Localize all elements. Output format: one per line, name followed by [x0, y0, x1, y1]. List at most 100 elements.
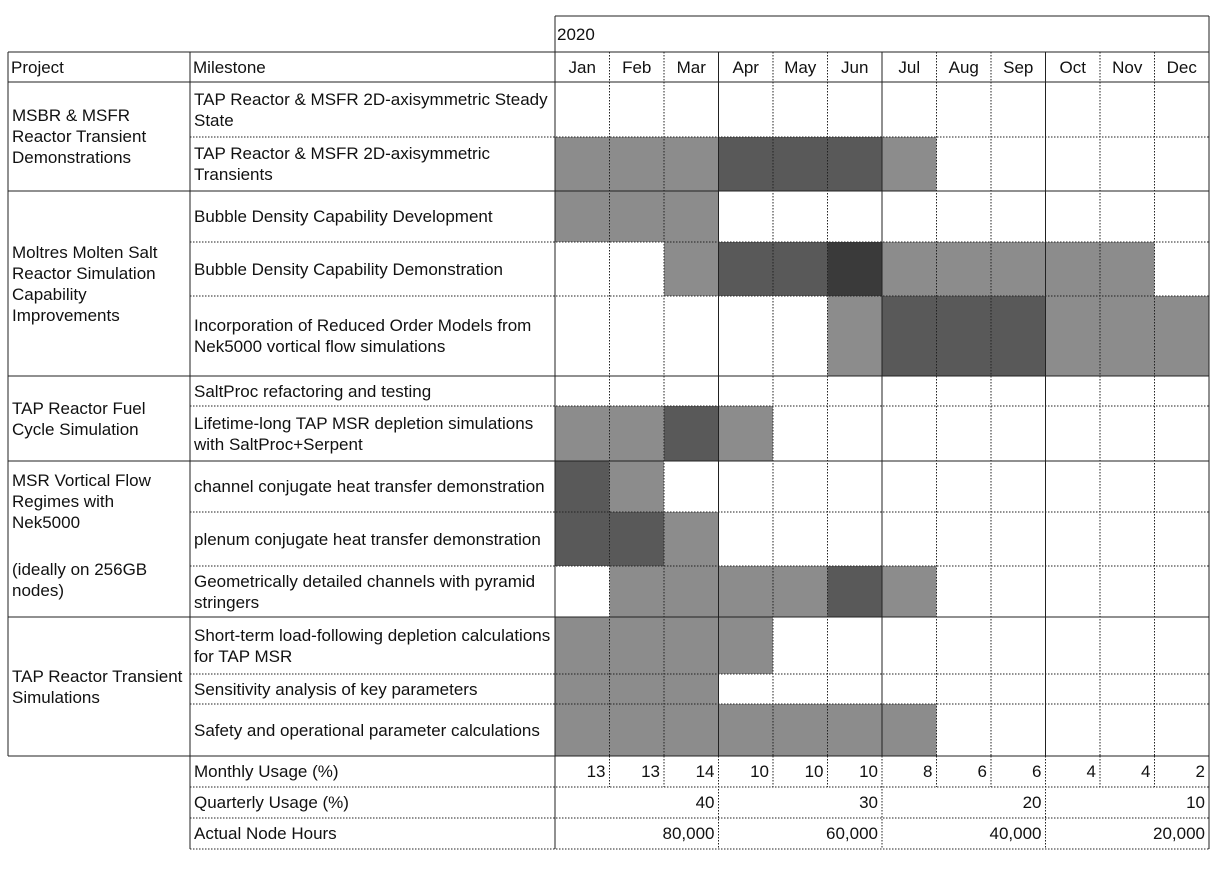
node-hours-value-text: 20,000 — [1153, 824, 1205, 843]
month-header-apr: Apr — [719, 52, 774, 82]
gantt-bar-p0-m1-jun — [827, 137, 882, 191]
project-name: TAP Reactor Transient Simulations — [8, 617, 190, 756]
node-hours-value-text: 60,000 — [826, 824, 878, 843]
gantt-bar-p1-m2-jun — [827, 296, 882, 376]
quarterly-usage-value-text: 20 — [1022, 793, 1042, 812]
milestone-name-text: Bubble Density Capability Development — [194, 207, 493, 226]
gantt-bar-p3-m0-feb — [609, 461, 664, 512]
monthly-usage-value-text: 4 — [1086, 762, 1096, 781]
milestone-name: Lifetime-long TAP MSR depletion simulati… — [190, 406, 555, 461]
project-name-text: TAP Reactor Transient Simulations — [12, 666, 183, 707]
gantt-bar-p3-m2-may — [773, 566, 828, 617]
monthly-usage-value: 6 — [991, 756, 1046, 787]
project-name: TAP Reactor Fuel Cycle Simulation — [8, 376, 190, 461]
month-header-may: May — [773, 52, 828, 82]
month-header-aug-text: Aug — [948, 57, 979, 77]
monthly-usage-value-text: 6 — [1032, 762, 1042, 781]
quarterly-usage-value: 40 — [555, 787, 719, 818]
gantt-bar-p2-m1-mar — [664, 406, 719, 461]
gantt-bar-p1-m0-mar — [664, 191, 719, 242]
monthly-usage-value-text: 10 — [859, 762, 878, 781]
gantt-bar-p1-m2-sep — [991, 296, 1046, 376]
gantt-bar-p0-m1-apr — [718, 137, 773, 191]
gantt-bar-p4-m1-mar — [664, 674, 719, 704]
month-header-dec: Dec — [1155, 52, 1210, 82]
milestone-name-text: Bubble Density Capability Demonstration — [194, 259, 503, 279]
gantt-bar-p4-m2-jan — [555, 704, 610, 756]
milestone-col-header: Milestone — [193, 52, 555, 82]
gantt-bar-p4-m2-feb — [609, 704, 664, 756]
month-header-jun-text: Jun — [841, 57, 869, 77]
monthly-usage-value: 14 — [664, 756, 719, 787]
project-name: Moltres Molten Salt Reactor Simulation C… — [8, 191, 190, 376]
month-header-dec-text: Dec — [1166, 57, 1197, 77]
milestone-name: Sensitivity analysis of key parameters — [190, 674, 555, 704]
month-header-apr-text: Apr — [732, 57, 759, 77]
monthly-usage-value-text: 10 — [750, 762, 769, 781]
milestone-name: TAP Reactor & MSFR 2D-axisymmetric Trans… — [190, 137, 555, 191]
month-header-aug: Aug — [937, 52, 992, 82]
gantt-bar-p1-m1-aug — [936, 242, 991, 296]
monthly-usage-value-text: 4 — [1141, 762, 1151, 781]
year-label: 2020 — [557, 16, 657, 52]
gantt-bar-p1-m1-jul — [882, 242, 937, 296]
month-header-mar: Mar — [664, 52, 719, 82]
monthly-usage-value: 13 — [555, 756, 610, 787]
year-label-text: 2020 — [557, 24, 595, 44]
gantt-bar-p1-m1-jun — [827, 242, 882, 296]
quarterly-usage-value: 30 — [719, 787, 883, 818]
month-header-jun: Jun — [828, 52, 883, 82]
gantt-bar-p1-m1-apr — [718, 242, 773, 296]
monthly-usage-value-text: 2 — [1195, 762, 1205, 781]
quarterly-usage-value-text: 10 — [1186, 793, 1205, 812]
gantt-bar-p3-m1-feb — [609, 512, 664, 566]
project-col-header: Project — [11, 52, 190, 82]
monthly-usage-value: 10 — [828, 756, 883, 787]
month-header-sep: Sep — [991, 52, 1046, 82]
gantt-bar-p0-m1-jan — [555, 137, 610, 191]
monthly-usage-label-text: Monthly Usage (%) — [194, 762, 339, 781]
project-name-text: TAP Reactor Fuel Cycle Simulation — [12, 398, 146, 439]
gantt-bar-p4-m0-mar — [664, 617, 719, 674]
gantt-bar-p1-m1-nov — [1100, 242, 1155, 296]
project-name: MSBR & MSFR Reactor Transient Demonstrat… — [8, 82, 190, 191]
quarterly-usage-value-text: 30 — [859, 793, 878, 812]
project-col-header-text: Project — [11, 57, 64, 77]
gantt-bar-p4-m0-jan — [555, 617, 610, 674]
monthly-usage-value-text: 13 — [641, 762, 660, 781]
monthly-usage-value: 8 — [882, 756, 937, 787]
gantt-bar-p4-m2-apr — [718, 704, 773, 756]
monthly-usage-value: 4 — [1100, 756, 1155, 787]
gantt-bar-p1-m0-feb — [609, 191, 664, 242]
milestone-name-text: Incorporation of Reduced Order Models fr… — [194, 316, 532, 356]
monthly-usage-value: 13 — [610, 756, 665, 787]
monthly-usage-value: 4 — [1046, 756, 1101, 787]
gantt-bar-p4-m1-jan — [555, 674, 610, 704]
gantt-bar-p1-m1-sep — [991, 242, 1046, 296]
gantt-bar-p1-m1-may — [773, 242, 828, 296]
gantt-bar-p3-m2-feb — [609, 566, 664, 617]
milestone-name: TAP Reactor & MSFR 2D-axisymmetric Stead… — [190, 82, 555, 137]
gantt-bar-p0-m1-jul — [882, 137, 937, 191]
gantt-bar-p1-m2-dec — [1154, 296, 1209, 376]
month-header-mar-text: Mar — [676, 57, 706, 77]
milestone-name-text: Geometrically detailed channels with pyr… — [194, 571, 536, 612]
gantt-bar-p4-m2-jun — [827, 704, 882, 756]
month-header-feb: Feb — [610, 52, 665, 82]
gantt-bar-p1-m0-jan — [555, 191, 610, 242]
gantt-bar-p1-m1-mar — [664, 242, 719, 296]
node-hours-value-text: 80,000 — [662, 824, 715, 843]
gantt-bar-p4-m2-jul — [882, 704, 937, 756]
monthly-usage-value-text: 6 — [977, 762, 987, 781]
milestone-name: channel conjugate heat transfer demonstr… — [190, 461, 555, 512]
gantt-bar-p0-m1-may — [773, 137, 828, 191]
gantt-bar-p1-m2-aug — [936, 296, 991, 376]
month-header-nov-text: Nov — [1112, 57, 1143, 77]
milestone-name-text: channel conjugate heat transfer demonstr… — [194, 477, 545, 496]
month-header-nov: Nov — [1100, 52, 1155, 82]
gantt-bar-p4-m2-mar — [664, 704, 719, 756]
monthly-usage-value-text: 8 — [923, 762, 933, 781]
gantt-bar-p0-m1-feb — [609, 137, 664, 191]
